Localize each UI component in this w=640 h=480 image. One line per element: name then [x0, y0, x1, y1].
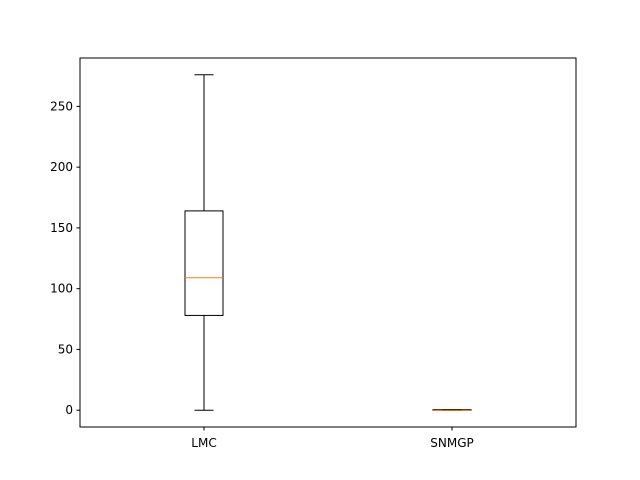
y-tick-label: 0: [65, 403, 73, 417]
y-tick-label: 250: [50, 99, 73, 113]
box-lmc: [184, 210, 224, 316]
y-tick-label: 200: [50, 160, 73, 174]
axes-frame: [79, 57, 577, 428]
x-tick-label: SNMGP: [430, 436, 473, 450]
y-tick-label: 150: [50, 221, 73, 235]
x-tick-label: LMC: [191, 436, 216, 450]
y-tick-label: 100: [50, 282, 73, 296]
plot-area: 0 50 100 150 200 250 LMC SNMGP: [50, 57, 577, 450]
y-tick-label: 50: [58, 342, 73, 356]
